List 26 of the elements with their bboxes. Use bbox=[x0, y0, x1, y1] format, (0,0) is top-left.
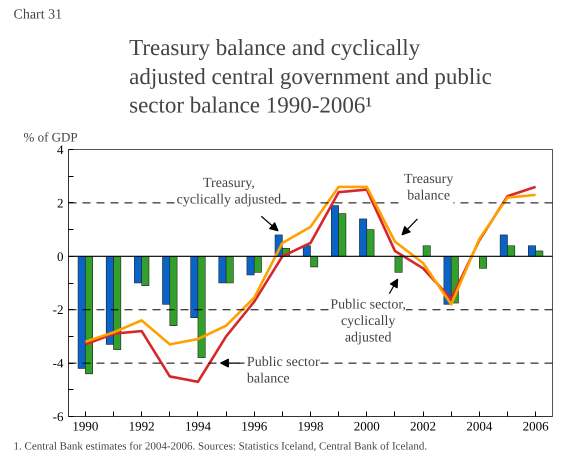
caption: Chart 31 bbox=[14, 8, 62, 22]
y-tick-label: 2 bbox=[57, 195, 64, 210]
annotation: Public sector, cyclically adjusted bbox=[330, 298, 406, 346]
annotation: Public sector balance bbox=[246, 355, 320, 387]
bar bbox=[479, 256, 487, 269]
annotation: Treasury balance bbox=[404, 172, 454, 204]
y-tick-label: 0 bbox=[57, 248, 64, 264]
x-tick-label: 1996 bbox=[241, 418, 268, 434]
x-tick-label: 1998 bbox=[298, 418, 324, 434]
y-tick-label: 4 bbox=[57, 142, 64, 157]
annotation: Treasury, cyclically adjusted bbox=[176, 176, 282, 208]
x-tick-label: 1992 bbox=[128, 418, 155, 434]
bar bbox=[394, 256, 403, 273]
text: 1. Central Bank estimates for 2004-2006. Sources: Statistics Iceland, Central Bank of Iceland. bbox=[14, 440, 428, 452]
y-axis-title: % of GDP bbox=[24, 130, 78, 144]
bar bbox=[422, 245, 431, 257]
x-tick-label: 2004 bbox=[466, 418, 493, 434]
y-tick-label: -4 bbox=[52, 356, 64, 371]
x-tick-label: 2000 bbox=[354, 418, 380, 434]
x-tick-label: 1990 bbox=[72, 418, 98, 434]
x-tick-label: 2006 bbox=[522, 418, 550, 434]
y-tick-label: -6 bbox=[52, 409, 64, 424]
y-tick-label: -2 bbox=[52, 302, 64, 318]
x-tick-label: 1994 bbox=[184, 418, 212, 434]
chart-title: Treasury balance and cyclically adjusted central government and public sector balance 1990-2006¹ bbox=[129, 35, 492, 118]
x-tick-label: 2002 bbox=[410, 418, 436, 434]
